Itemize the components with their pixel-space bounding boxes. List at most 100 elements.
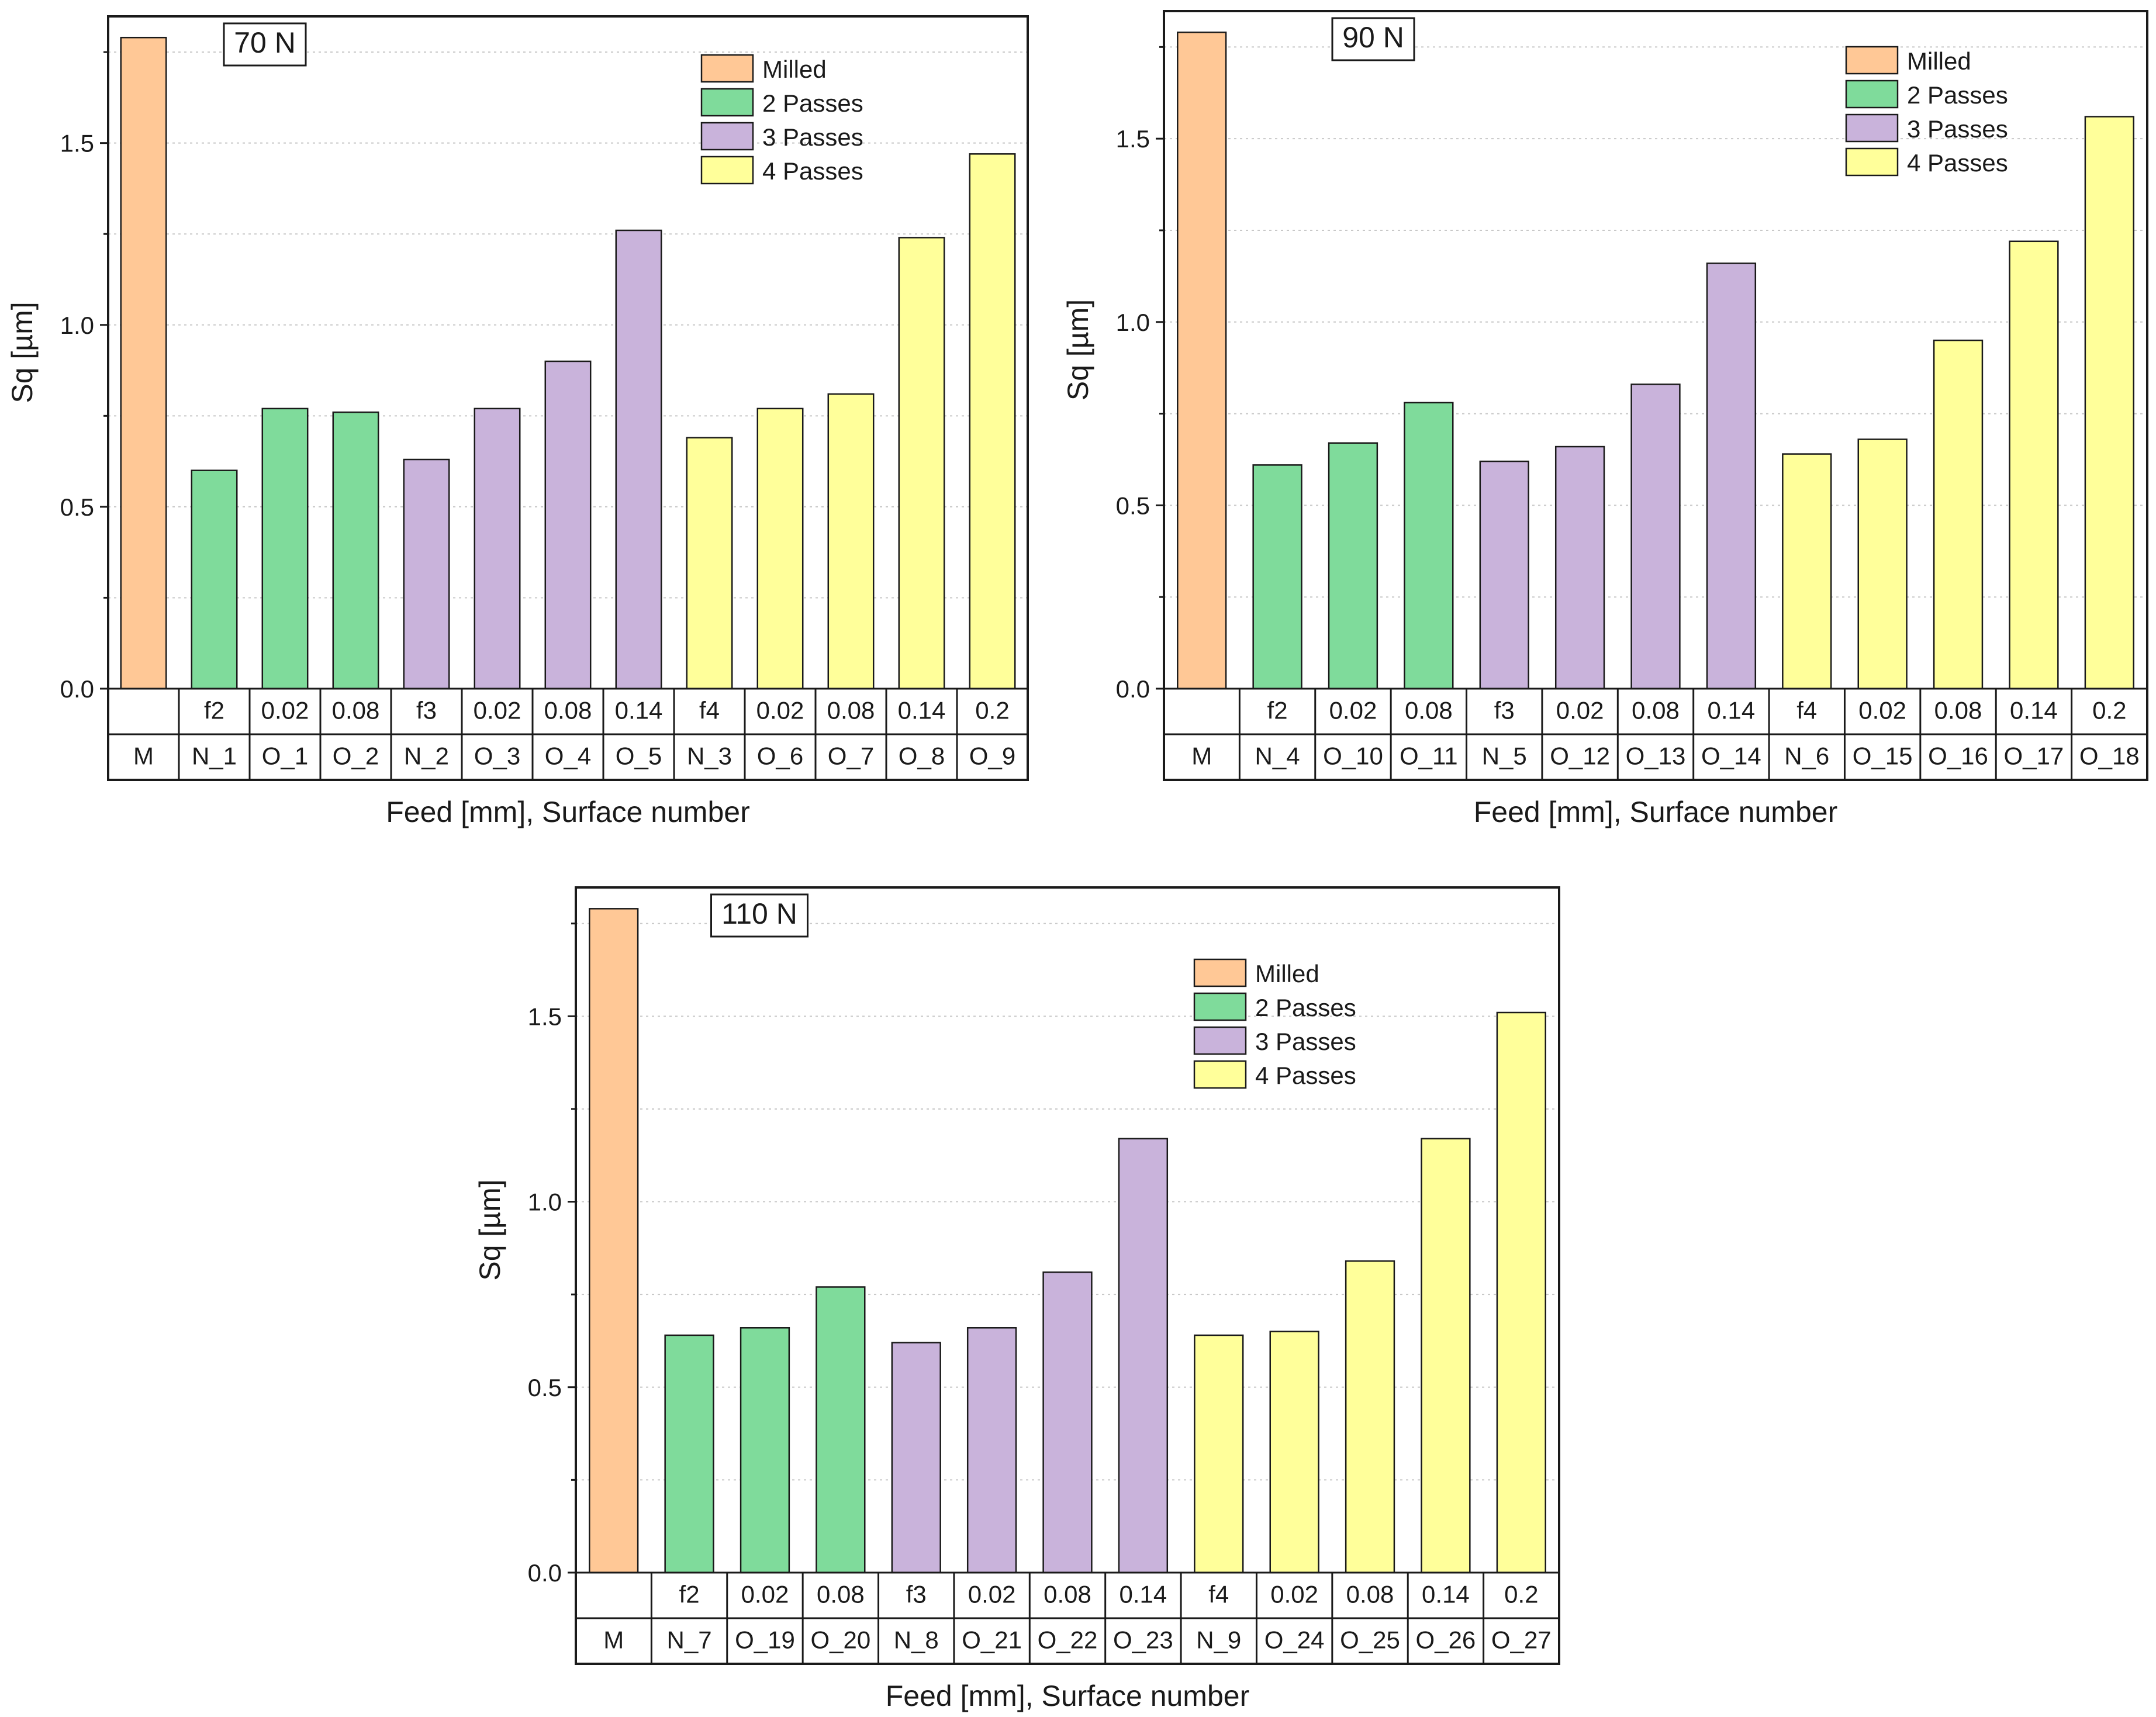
feed-label: 0.08 (1346, 1580, 1394, 1608)
feed-label: 0.2 (975, 696, 1009, 724)
feed-label: 0.08 (1405, 696, 1453, 724)
legend-label: 3 Passes (762, 123, 863, 151)
bar (1782, 453, 1832, 690)
surface-label: N_5 (1482, 742, 1527, 769)
legend-swatch (700, 122, 754, 151)
y-axis-label: Sq [µm] (1062, 299, 1094, 400)
feed-label: 0.02 (756, 696, 804, 724)
bar (120, 36, 167, 690)
legend-label: 2 Passes (762, 89, 863, 117)
surface-label: O_18 (2079, 742, 2140, 769)
surface-label: N_8 (894, 1626, 939, 1653)
surface-label: O_6 (757, 742, 803, 769)
feed-label: f2 (679, 1580, 700, 1608)
surface-label: N_2 (404, 742, 449, 769)
feed-label: 0.08 (817, 1580, 865, 1608)
chart-title: 110 N (721, 897, 797, 930)
feed-label: f4 (1208, 1580, 1229, 1608)
surface-label: N_9 (1196, 1626, 1241, 1653)
surface-label: O_9 (969, 742, 1015, 769)
plot-frame (1163, 10, 2148, 781)
surface-label: O_17 (2004, 742, 2064, 769)
bar (1269, 1331, 1319, 1574)
feed-label: 0.02 (1329, 696, 1377, 724)
feed-label: 0.02 (1270, 1580, 1318, 1608)
legend-swatch (1845, 147, 1899, 177)
legend-swatch (1193, 958, 1247, 987)
surface-label: O_12 (1550, 742, 1610, 769)
feed-label: f3 (416, 696, 437, 724)
bar (1404, 402, 1454, 690)
bar (403, 458, 450, 690)
bar (827, 393, 875, 690)
bar (1496, 1011, 1546, 1574)
surface-label: N_1 (192, 742, 237, 769)
bar (1328, 442, 1378, 690)
x-axis-label: Feed [mm], Surface number (1474, 796, 1837, 828)
bar (1042, 1271, 1093, 1574)
feed-label: f2 (204, 696, 224, 724)
surface-label: O_11 (1400, 742, 1458, 769)
y-tick-label: 0.0 (60, 675, 94, 703)
feed-label: 0.08 (332, 696, 380, 724)
y-tick-label: 1.5 (60, 130, 94, 157)
chart-title: 70 N (234, 26, 296, 59)
feed-label: 0.02 (1556, 696, 1604, 724)
surface-label: N_6 (1784, 742, 1829, 769)
bar (1933, 339, 1984, 690)
surface-label: O_16 (1928, 742, 1988, 769)
feed-label: 0.08 (1632, 696, 1680, 724)
chart-70n: f2 0.02 0.08 f3 0.02 0.08 0.14 f4 0.02 0.08 0.14 0.… (6, 15, 1029, 828)
y-tick-label: 0.5 (528, 1374, 562, 1401)
legend-label: 4 Passes (1907, 149, 2008, 177)
title-box (710, 893, 809, 938)
feed-label: 0.08 (1044, 1580, 1091, 1608)
surface-label: O_21 (962, 1626, 1022, 1653)
y-tick-label: 1.0 (528, 1189, 562, 1216)
surface-label: N_7 (667, 1626, 712, 1653)
surface-label: O_5 (616, 742, 662, 769)
surface-label: O_26 (1416, 1626, 1476, 1653)
bar (589, 908, 639, 1574)
feed-label: 0.2 (2092, 696, 2126, 724)
surface-label: O_22 (1038, 1626, 1098, 1653)
bar (2009, 240, 2059, 690)
legend-swatch (700, 54, 754, 83)
surface-label: O_3 (474, 742, 520, 769)
feed-label: f2 (1267, 696, 1288, 724)
legend-swatch (1193, 1026, 1247, 1055)
bar (816, 1286, 866, 1574)
bar (891, 1342, 941, 1574)
legend-swatch (1845, 46, 1899, 75)
legend-label: Milled (1907, 47, 1971, 75)
y-tick-label: 1.0 (1116, 309, 1150, 336)
legend-swatch (700, 88, 754, 117)
feed-label: 0.14 (1120, 1580, 1167, 1608)
feed-label: f4 (1796, 696, 1817, 724)
bar (544, 360, 592, 690)
y-tick-label: 1.5 (528, 1003, 562, 1030)
x-axis-label: Feed [mm], Surface number (886, 1680, 1249, 1712)
feed-label: 0.02 (741, 1580, 789, 1608)
bar (1421, 1138, 1471, 1574)
surface-label: O_10 (1323, 742, 1383, 769)
feed-label: 0.14 (898, 696, 946, 724)
bar (1345, 1260, 1395, 1574)
surface-label: M (1191, 742, 1212, 769)
bar (1252, 464, 1302, 690)
bar (686, 437, 733, 690)
feed-label: 0.02 (968, 1580, 1016, 1608)
y-tick-label: 1.0 (60, 312, 94, 339)
legend-label: 3 Passes (1907, 115, 2008, 143)
bar (1177, 32, 1227, 690)
bar (2084, 116, 2134, 690)
legend-label: 4 Passes (1255, 1062, 1356, 1089)
surface-label: O_1 (262, 742, 308, 769)
surface-label: M (603, 1626, 624, 1653)
bar (1706, 262, 1757, 690)
bar (615, 229, 662, 690)
y-tick-label: 0.5 (60, 493, 94, 521)
legend-label: 3 Passes (1255, 1028, 1356, 1055)
bar (664, 1334, 714, 1574)
